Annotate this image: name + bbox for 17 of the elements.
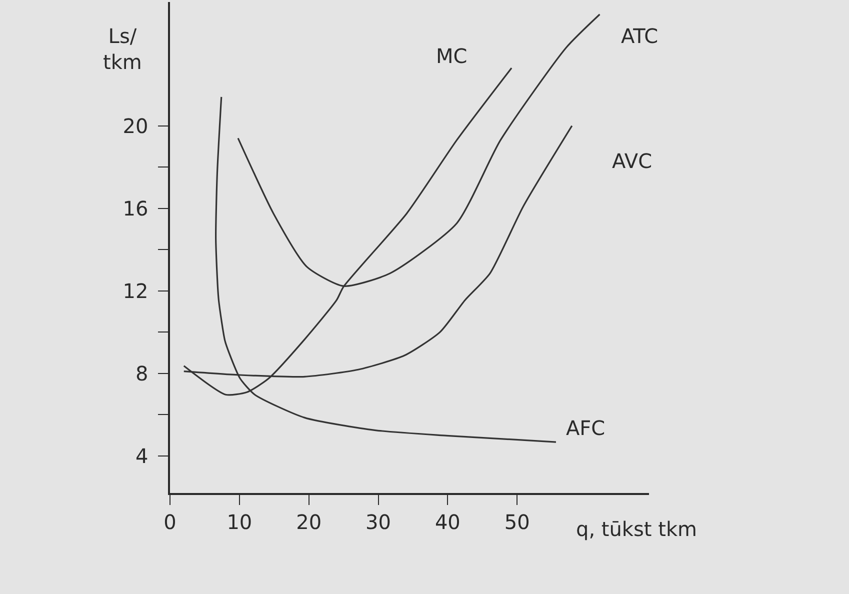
y-tick-label: 16 [122, 196, 148, 220]
y-tick-label: 4 [135, 444, 148, 468]
x-tick-label: 10 [226, 510, 252, 534]
series-label: ATC [621, 24, 658, 48]
y-tick-label: 8 [135, 361, 148, 386]
x-tick-label: 30 [366, 510, 391, 534]
series-label: AFC [566, 416, 606, 440]
series-label: MC [436, 44, 468, 68]
text: AVC [612, 149, 652, 173]
x-tick-label: 20 [296, 510, 322, 534]
y-tick-label: 12 [122, 278, 148, 303]
y-tick-label: 20 [122, 114, 148, 138]
x-tick-label: 0 [164, 510, 176, 534]
x-axis-title: q, tūkst tkm [576, 517, 698, 541]
y-axis-title: Ls/ tkm [103, 24, 142, 74]
x-tick-label: 50 [504, 510, 530, 534]
x-tick-label: 40 [434, 510, 460, 534]
